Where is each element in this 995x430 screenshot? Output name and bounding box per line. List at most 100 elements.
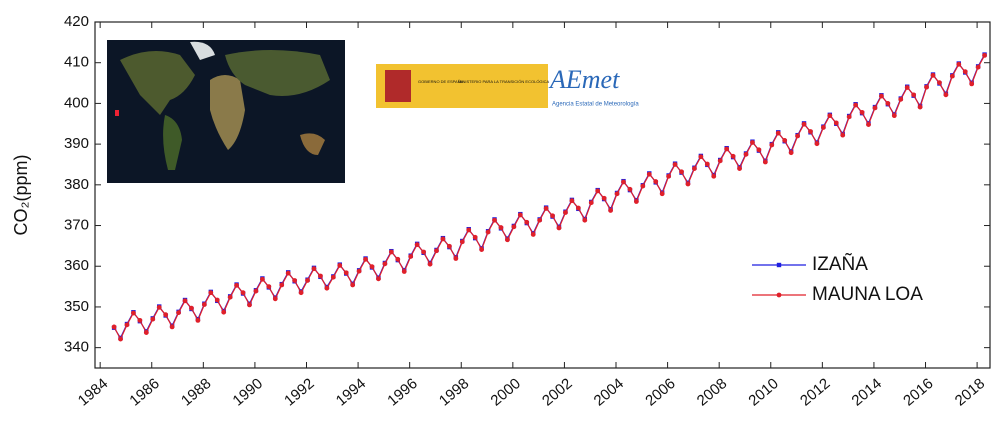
data-point bbox=[898, 97, 903, 102]
x-tick-label: 2014 bbox=[849, 375, 885, 409]
data-point bbox=[499, 225, 504, 230]
data-point bbox=[911, 92, 916, 97]
data-point bbox=[866, 122, 871, 127]
data-point bbox=[550, 213, 555, 218]
y-tick-label: 380 bbox=[64, 176, 89, 193]
data-point bbox=[840, 133, 845, 138]
data-point bbox=[808, 129, 813, 134]
data-point bbox=[853, 103, 858, 108]
data-point bbox=[802, 122, 807, 127]
y-axis-label: CO₂(ppm) bbox=[11, 155, 31, 236]
data-point bbox=[215, 298, 220, 303]
data-point bbox=[511, 224, 516, 229]
y-tick-label: 370 bbox=[64, 216, 89, 233]
legend-marker bbox=[777, 293, 782, 298]
chart: GOBIERNO DE ESPAÑA MINISTERIO PARA LA TR… bbox=[0, 0, 995, 430]
data-point bbox=[428, 262, 433, 267]
data-point bbox=[698, 154, 703, 159]
data-point bbox=[189, 306, 194, 311]
data-point bbox=[640, 184, 645, 189]
data-point bbox=[692, 166, 697, 171]
data-point bbox=[982, 53, 987, 58]
data-point bbox=[963, 69, 968, 74]
data-point bbox=[666, 174, 671, 179]
data-point bbox=[750, 140, 755, 145]
data-point bbox=[221, 310, 226, 315]
data-point bbox=[531, 232, 536, 237]
data-point bbox=[137, 318, 142, 323]
legend-marker bbox=[777, 263, 781, 267]
x-tick-label: 1992 bbox=[281, 375, 317, 409]
data-point bbox=[879, 94, 884, 99]
data-point bbox=[602, 196, 607, 201]
data-point bbox=[576, 206, 581, 211]
x-tick-label: 2012 bbox=[797, 375, 833, 409]
data-point bbox=[118, 337, 123, 342]
data-point bbox=[473, 235, 478, 240]
data-point bbox=[260, 277, 265, 282]
data-point bbox=[557, 226, 562, 231]
data-point bbox=[318, 274, 323, 279]
data-point bbox=[937, 80, 942, 85]
data-point bbox=[924, 85, 929, 90]
legend-label: MAUNA LOA bbox=[812, 284, 923, 305]
data-point bbox=[441, 237, 446, 242]
data-point bbox=[208, 290, 213, 295]
data-point bbox=[834, 121, 839, 126]
data-point bbox=[447, 244, 452, 249]
data-point bbox=[324, 286, 329, 291]
data-point bbox=[795, 134, 800, 139]
data-point bbox=[563, 210, 568, 215]
data-point bbox=[524, 220, 529, 225]
y-tick-label: 400 bbox=[64, 94, 89, 111]
y-tick-label: 410 bbox=[64, 54, 89, 71]
data-point bbox=[847, 114, 852, 119]
data-point bbox=[337, 263, 342, 268]
data-point bbox=[486, 230, 491, 235]
data-point bbox=[905, 85, 910, 90]
data-point bbox=[273, 296, 278, 301]
data-point bbox=[505, 237, 510, 242]
y-tick-label: 420 bbox=[64, 13, 89, 30]
data-point bbox=[357, 269, 362, 274]
logo-text: GOBIERNO DE ESPAÑA bbox=[418, 79, 464, 84]
data-point bbox=[892, 113, 897, 118]
data-point bbox=[570, 198, 575, 203]
data-point bbox=[395, 257, 400, 262]
x-tick-label: 2016 bbox=[900, 375, 936, 409]
x-tick-label: 2006 bbox=[642, 375, 678, 409]
x-tick-label: 2010 bbox=[745, 375, 781, 409]
data-point bbox=[254, 289, 259, 294]
data-point bbox=[653, 179, 658, 184]
data-point bbox=[292, 278, 297, 283]
logo-text: MINISTERIO PARA LA TRANSICIÓN ECOLÓGICA bbox=[458, 79, 550, 84]
data-point bbox=[466, 228, 471, 233]
data-point bbox=[389, 250, 394, 255]
data-point bbox=[821, 125, 826, 130]
data-point bbox=[943, 92, 948, 97]
data-point bbox=[769, 143, 774, 148]
data-point bbox=[176, 310, 181, 315]
data-point bbox=[763, 160, 768, 165]
data-point bbox=[744, 152, 749, 157]
data-point bbox=[344, 270, 349, 275]
data-point bbox=[679, 169, 684, 174]
data-point bbox=[228, 295, 233, 300]
data-point bbox=[170, 324, 175, 329]
data-point bbox=[408, 254, 413, 259]
data-point bbox=[241, 290, 246, 295]
x-tick-label: 2000 bbox=[487, 375, 523, 409]
data-point bbox=[247, 303, 252, 308]
data-point bbox=[234, 283, 239, 288]
data-point bbox=[157, 305, 162, 310]
x-tick-label: 1986 bbox=[126, 375, 162, 409]
data-point bbox=[518, 213, 523, 218]
data-point bbox=[615, 191, 620, 196]
data-point bbox=[950, 74, 955, 79]
y-tick-label: 390 bbox=[64, 135, 89, 152]
data-point bbox=[383, 261, 388, 266]
data-point bbox=[608, 208, 613, 213]
data-point bbox=[873, 105, 878, 110]
data-point bbox=[544, 206, 549, 211]
x-tick-label: 2002 bbox=[539, 375, 575, 409]
